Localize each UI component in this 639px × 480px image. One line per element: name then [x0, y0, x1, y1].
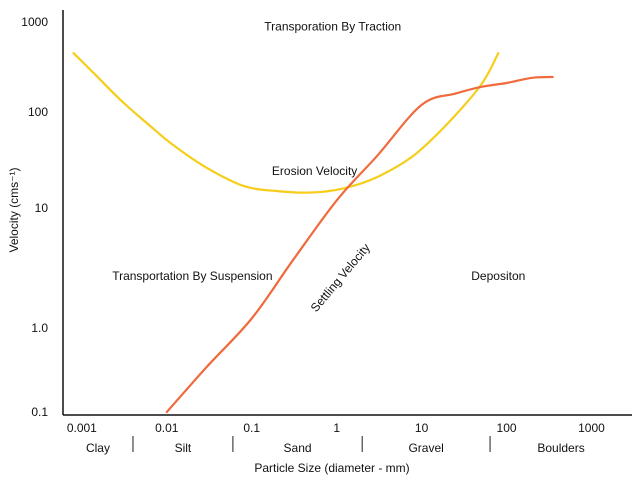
- y-tick-label: 100: [28, 105, 48, 119]
- particle-class-label: Sand: [284, 441, 312, 455]
- y-tick-label: 1.0: [31, 321, 48, 335]
- x-tick-label: 10: [415, 421, 429, 435]
- series-line-erosion-velocity: [72, 52, 500, 194]
- x-axis-title: Particle Size (diameter - mm): [254, 461, 409, 475]
- annotation-erosion-velocity: Erosion Velocity: [272, 164, 357, 178]
- chart-series: [72, 52, 554, 414]
- particle-class-labels: Clay Silt Sand Gravel Boulders: [86, 441, 585, 455]
- x-tick-label: 0.1: [243, 421, 260, 435]
- particle-class-label: Boulders: [537, 441, 584, 455]
- annotation-transporation-by-traction: Transporation By Traction: [264, 20, 401, 34]
- annotation-depositon: Depositon: [471, 269, 525, 283]
- y-tick-label: 0.1: [31, 405, 48, 419]
- x-tick-label: 0.001: [67, 421, 97, 435]
- x-tick-label: 1000: [578, 421, 605, 435]
- particle-class-label: Gravel: [408, 441, 443, 455]
- series-line-settling-velocity: [165, 75, 554, 414]
- chart-annotations: Transporation By Traction Erosion Velocit…: [112, 20, 525, 315]
- x-tick-label: 100: [497, 421, 517, 435]
- x-tick-label: 1: [333, 421, 340, 435]
- y-tick-label: 1000: [21, 15, 48, 29]
- particle-class-label: Clay: [86, 441, 110, 455]
- y-tick-labels: 0.1 1.0 10 100 1000: [21, 15, 48, 419]
- x-tick-label: 0.01: [155, 421, 179, 435]
- y-axis-title: Velocity (cms⁻¹): [7, 167, 21, 252]
- annotation-settling-velocity: Settling Velocity: [308, 241, 373, 315]
- y-tick-label: 10: [35, 201, 49, 215]
- x-tick-labels: 0.001 0.01 0.1 1 10 100 1000: [67, 421, 605, 435]
- particle-class-dividers: [132, 436, 491, 452]
- particle-class-label: Silt: [175, 441, 192, 455]
- annotation-transportation-by-suspension: Transportation By Suspension: [112, 269, 272, 283]
